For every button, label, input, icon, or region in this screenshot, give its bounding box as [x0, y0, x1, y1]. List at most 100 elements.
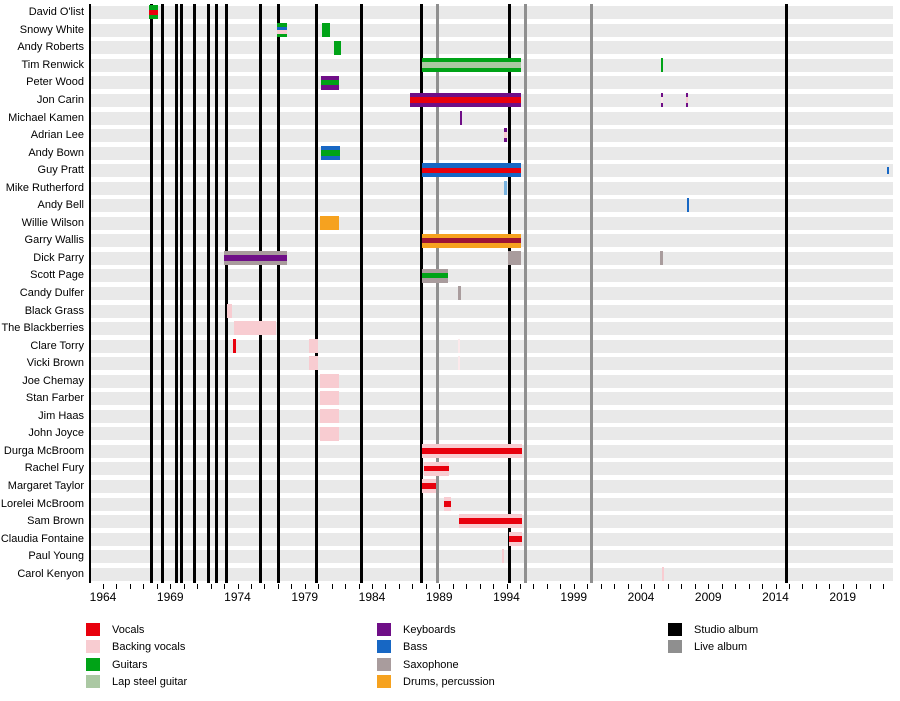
bar-lorelei-mcbroom — [443, 496, 451, 511]
bar-david-o-list — [148, 5, 158, 20]
legend-swatch-studio-album — [668, 623, 682, 636]
bar-black-grass — [226, 303, 233, 318]
bar-the-blackberries — [234, 321, 277, 336]
axis-tick — [694, 584, 696, 589]
axis-tick — [869, 584, 871, 589]
stripe-backing-vocals — [422, 453, 522, 459]
musician-label-garry-wallis: Garry Wallis — [24, 234, 84, 247]
legend-swatch-vocals — [86, 623, 100, 636]
bar-vicki-brown — [458, 356, 461, 371]
stripe-vocals — [459, 518, 522, 525]
row-band — [90, 146, 893, 160]
axis-tick — [197, 584, 199, 589]
row-band — [90, 357, 893, 371]
musician-label-andy-bell: Andy Bell — [37, 199, 84, 212]
row-band — [90, 480, 893, 494]
axis-tick — [331, 584, 333, 589]
axis-tick — [425, 584, 427, 589]
axis-year-label: 2014 — [762, 590, 789, 604]
musician-label-rachel-fury: Rachel Fury — [24, 462, 84, 475]
studio-album-line — [258, 4, 262, 583]
stripe-backing-vocals — [320, 391, 339, 406]
stripe-backing-vocals-faint — [458, 338, 461, 353]
bar-stan-farber — [320, 391, 339, 406]
musician-label-scott-page: Scott Page — [30, 269, 84, 282]
stripe-keyboards — [660, 102, 664, 108]
legend-label-backing-vocals: Backing vocals — [112, 641, 186, 654]
row-band — [90, 41, 893, 55]
bar-durga-mcbroom — [422, 444, 522, 459]
axis-tick — [775, 584, 777, 589]
axis-tick — [103, 584, 104, 589]
axis-tick — [641, 584, 642, 589]
row-band — [90, 567, 893, 581]
studio-album-line — [149, 4, 153, 583]
bar-jon-carin — [660, 93, 664, 108]
stripe-backing-vocals — [459, 524, 522, 529]
axis-tick — [304, 584, 306, 589]
bar-tim-renwick — [660, 58, 664, 73]
studio-album-line — [508, 4, 512, 583]
bar-dick-parry — [224, 251, 288, 266]
row-band — [90, 339, 893, 353]
stripe-guitars — [277, 33, 288, 38]
bar-joe-chemay — [320, 373, 339, 388]
stripe-bass — [320, 155, 340, 160]
musician-label-michael-kamen: Michael Kamen — [8, 111, 84, 124]
axis-year-label: 1999 — [560, 590, 588, 604]
row-band — [90, 111, 893, 125]
studio-album-line — [225, 4, 229, 583]
legend-label-studio-album: Studio album — [694, 624, 759, 636]
stripe-drums — [422, 243, 522, 248]
bar-clare-torry — [458, 338, 461, 353]
stripe-saxophone — [422, 268, 448, 273]
axis-year-label: 1969 — [156, 590, 184, 604]
bar-candy-dulfer — [458, 286, 461, 301]
row-band — [90, 374, 893, 388]
axis-tick — [398, 584, 400, 589]
row-band — [90, 427, 893, 441]
axis-year-label: 1994 — [493, 590, 520, 604]
bar-andy-roberts — [333, 40, 341, 55]
bar-andy-bown — [320, 145, 340, 160]
stripe-backing-vocals — [662, 566, 665, 581]
stripe-vocals — [422, 167, 522, 174]
legend-label-live-album: Live album — [694, 641, 748, 654]
stripe-guitars — [422, 272, 448, 279]
legend-label-keyboards: Keyboards — [403, 624, 456, 636]
axis-tick — [815, 584, 817, 589]
musician-label-peter-wood: Peter Wood — [26, 76, 84, 89]
stripe-saxophone — [224, 260, 288, 266]
musician-label-claudia-fontaine: Claudia Fontaine — [0, 532, 84, 545]
row-band — [90, 76, 893, 90]
musician-label-joe-chemay: Joe Chemay — [22, 374, 84, 387]
bar-garry-wallis — [422, 233, 522, 248]
stripe-saxophone — [458, 286, 461, 301]
bar-jim-haas — [320, 409, 339, 424]
row-band — [90, 550, 893, 564]
axis-tick — [143, 584, 145, 589]
bar-rachel-fury — [423, 461, 449, 476]
musician-label-mike-rutherford: Mike Rutherford — [5, 181, 84, 194]
stripe-backing-vocals — [502, 549, 505, 564]
stripe-keyboards — [685, 93, 688, 98]
axis-tick — [210, 584, 212, 589]
axis-tick — [627, 584, 629, 589]
bar-jon-carin — [685, 93, 688, 108]
stripe-bass — [320, 145, 340, 151]
musician-label-black-grass: Black Grass — [24, 304, 84, 317]
bar-peter-wood — [320, 75, 340, 90]
axis-tick — [116, 584, 118, 589]
axis-tick — [573, 584, 575, 589]
studio-album-line — [215, 4, 219, 583]
axis-tick — [372, 584, 373, 589]
musician-label-lorelei-mcbroom: Lorelei McBroom — [0, 497, 84, 510]
stripe-backing-vocals — [309, 356, 318, 371]
row-band — [90, 462, 893, 476]
axis-tick — [788, 584, 790, 589]
stripe-guitars — [422, 58, 522, 63]
stripe-keyboards — [685, 102, 688, 108]
legend-label-guitars: Guitars — [112, 658, 148, 671]
musician-label-carol-kenyon: Carol Kenyon — [17, 567, 84, 580]
